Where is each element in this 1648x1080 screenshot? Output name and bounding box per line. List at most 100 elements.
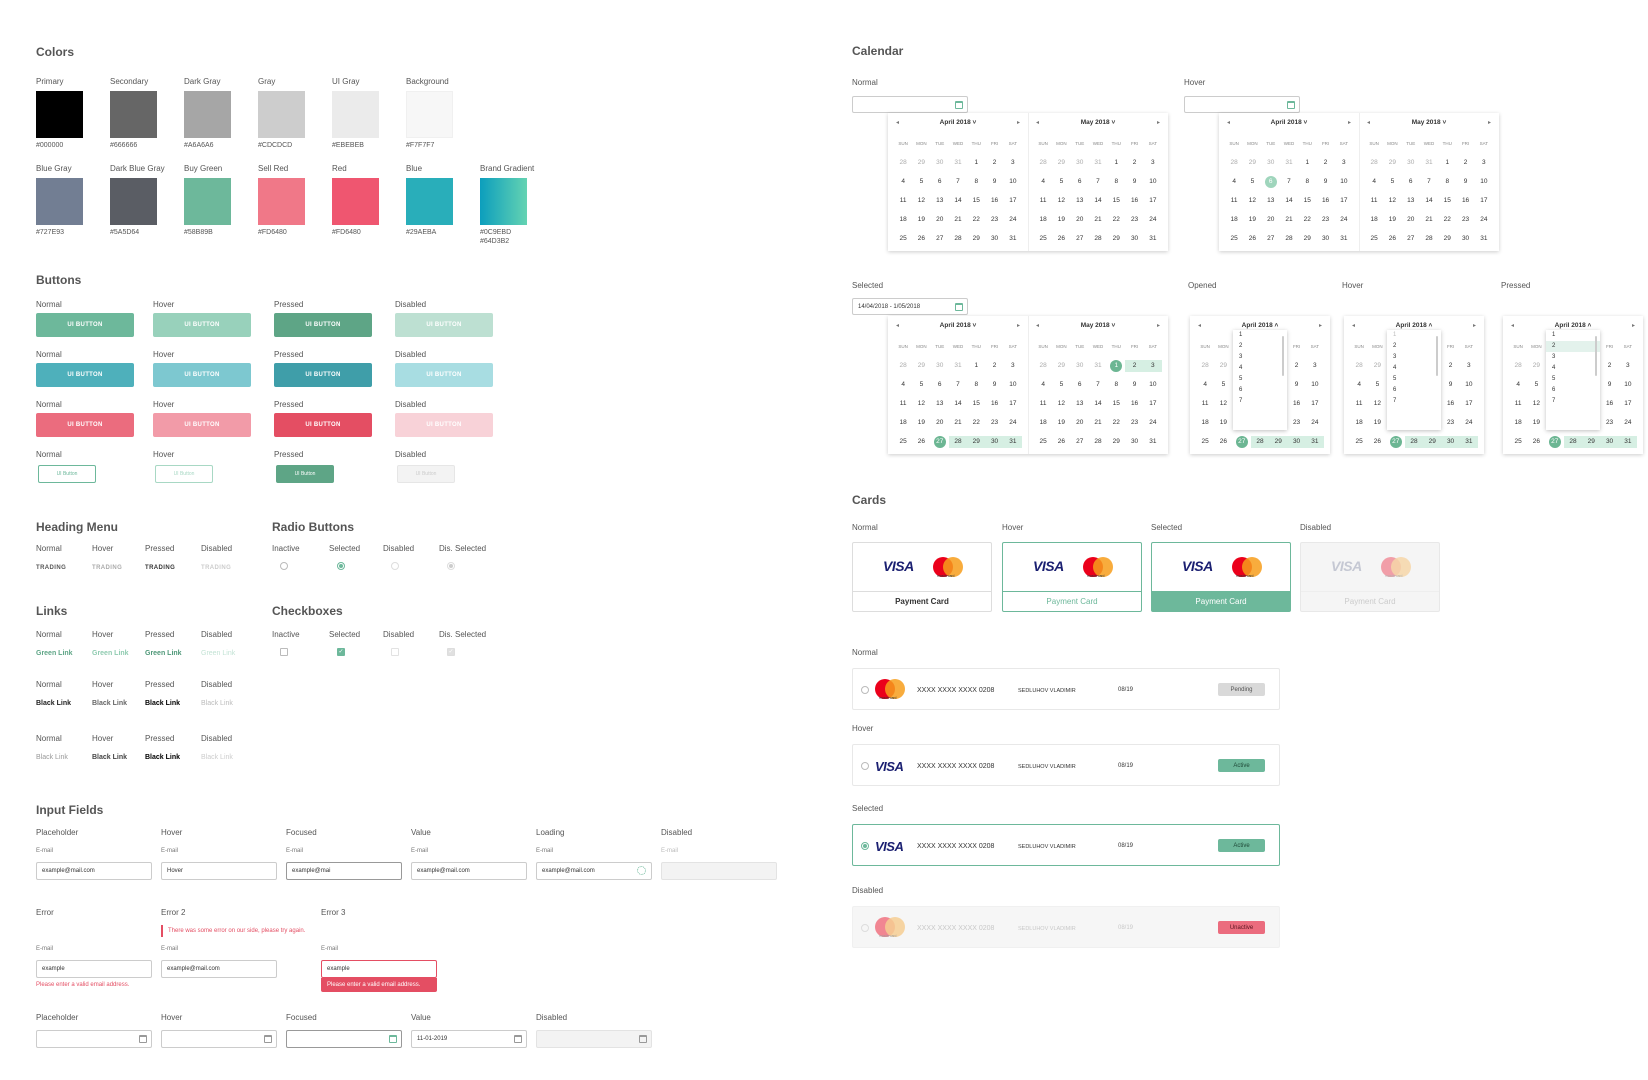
calendar-icon[interactable] bbox=[1287, 101, 1295, 109]
prev-month-icon[interactable]: ◂ bbox=[1036, 120, 1040, 126]
prev-month-icon[interactable]: ◂ bbox=[1352, 323, 1356, 329]
next-month-icon[interactable]: ▸ bbox=[1156, 120, 1160, 126]
day[interactable]: 31 bbox=[1618, 435, 1637, 448]
day[interactable]: 16 bbox=[990, 196, 999, 204]
day[interactable]: 20 bbox=[1267, 215, 1275, 223]
day[interactable]: 12 bbox=[1248, 196, 1257, 204]
day[interactable]: 6 bbox=[1264, 175, 1277, 188]
day[interactable]: 16 bbox=[1292, 399, 1301, 407]
day[interactable]: 23 bbox=[1292, 418, 1301, 426]
email-input-error[interactable]: example bbox=[36, 960, 152, 978]
day[interactable]: 28 bbox=[1514, 361, 1522, 369]
day[interactable]: 20 bbox=[1076, 418, 1084, 426]
day[interactable]: 31 bbox=[954, 361, 962, 369]
dropdown-option[interactable]: 1 bbox=[1239, 332, 1243, 338]
day[interactable]: 29 bbox=[1248, 158, 1257, 166]
day[interactable]: 9 bbox=[992, 380, 997, 388]
day[interactable]: 1 bbox=[1445, 158, 1450, 166]
day[interactable]: 24 bbox=[1149, 418, 1157, 426]
day[interactable]: 28 bbox=[1250, 435, 1270, 448]
day[interactable]: 3 bbox=[1313, 361, 1317, 369]
day[interactable]: 11 bbox=[899, 196, 907, 204]
day[interactable]: 16 bbox=[1130, 196, 1139, 204]
day[interactable]: 14 bbox=[954, 196, 962, 204]
day[interactable]: 23 bbox=[990, 418, 999, 426]
next-month-icon[interactable]: ▸ bbox=[1318, 323, 1322, 329]
day[interactable]: 7 bbox=[1096, 177, 1100, 185]
day[interactable]: 11 bbox=[1230, 196, 1238, 204]
ui-button-pressed[interactable]: UI BUTTON bbox=[274, 413, 372, 437]
day[interactable]: 11 bbox=[1039, 196, 1047, 204]
dropdown-option[interactable]: 1 bbox=[1393, 332, 1397, 338]
day[interactable]: 12 bbox=[1057, 196, 1066, 204]
day[interactable]: 31 bbox=[1305, 435, 1324, 448]
day[interactable]: 3 bbox=[1011, 158, 1015, 166]
day[interactable]: 11 bbox=[1201, 399, 1209, 407]
day[interactable]: 13 bbox=[1076, 399, 1084, 407]
day[interactable]: 30 bbox=[1130, 234, 1139, 242]
day[interactable]: 23 bbox=[1321, 215, 1330, 223]
card-radio[interactable] bbox=[861, 686, 869, 694]
ui-button-pressed[interactable]: UI BUTTON bbox=[274, 313, 372, 337]
email-input-hover[interactable]: Hover bbox=[161, 862, 277, 880]
day[interactable]: 25 bbox=[1514, 437, 1522, 445]
day[interactable]: 28 bbox=[1370, 158, 1378, 166]
day[interactable]: 24 bbox=[1009, 215, 1017, 223]
day[interactable]: 7 bbox=[956, 177, 960, 185]
day[interactable]: 3 bbox=[1151, 158, 1155, 166]
day[interactable]: 20 bbox=[1076, 215, 1084, 223]
day[interactable]: 7 bbox=[1287, 177, 1291, 185]
day[interactable]: 19 bbox=[1057, 418, 1066, 426]
day[interactable]: 13 bbox=[1076, 196, 1084, 204]
day[interactable]: 27 bbox=[936, 234, 944, 242]
ui-button-hover[interactable]: UI BUTTON bbox=[153, 313, 251, 337]
day[interactable]: 20 bbox=[936, 215, 944, 223]
day[interactable]: 9 bbox=[1463, 177, 1468, 185]
day[interactable]: 13 bbox=[936, 196, 944, 204]
day[interactable]: 28 bbox=[899, 361, 907, 369]
email-input-error-2[interactable]: example@mail.com bbox=[161, 960, 277, 978]
prev-month-icon[interactable]: ◂ bbox=[1511, 323, 1515, 329]
day[interactable]: 1 bbox=[1114, 158, 1119, 166]
day[interactable]: 31 bbox=[954, 158, 962, 166]
dropdown-option[interactable]: 7 bbox=[1393, 398, 1397, 404]
day[interactable]: 18 bbox=[899, 418, 907, 426]
day[interactable]: 6 bbox=[1408, 177, 1413, 185]
dropdown-option[interactable]: 6 bbox=[1239, 387, 1243, 393]
link-0-1[interactable]: Green Link bbox=[92, 650, 129, 657]
day[interactable]: 18 bbox=[1514, 418, 1522, 426]
day[interactable]: 1 bbox=[974, 361, 979, 369]
day[interactable]: 31 bbox=[1094, 361, 1102, 369]
day[interactable]: 27 bbox=[1267, 234, 1275, 242]
day[interactable]: 6 bbox=[1077, 380, 1082, 388]
day[interactable]: 3 bbox=[1626, 361, 1630, 369]
dropdown-scrollbar[interactable] bbox=[1282, 336, 1284, 376]
day[interactable]: 28 bbox=[954, 234, 962, 242]
day[interactable]: 10 bbox=[1465, 380, 1473, 388]
day[interactable]: 9 bbox=[1132, 177, 1137, 185]
day[interactable]: 5 bbox=[919, 177, 924, 185]
month-select[interactable]: May 2018 ˅ bbox=[1080, 119, 1116, 126]
day[interactable]: 19 bbox=[1532, 418, 1541, 426]
day[interactable]: 15 bbox=[1112, 399, 1120, 407]
day[interactable]: 21 bbox=[1285, 215, 1293, 223]
day[interactable]: 26 bbox=[1248, 234, 1257, 242]
day[interactable]: 26 bbox=[1532, 437, 1541, 445]
day[interactable]: 8 bbox=[974, 380, 979, 388]
day[interactable]: 29 bbox=[1057, 361, 1066, 369]
day[interactable]: 28 bbox=[948, 435, 968, 448]
day[interactable]: 2 bbox=[1463, 158, 1468, 166]
day[interactable]: 4 bbox=[1232, 177, 1236, 185]
day[interactable]: 17 bbox=[1465, 399, 1473, 407]
day[interactable]: 14 bbox=[1094, 399, 1102, 407]
link-1-1[interactable]: Black Link bbox=[92, 700, 128, 707]
next-month-icon[interactable]: ▸ bbox=[1016, 120, 1020, 126]
day[interactable]: 3 bbox=[1482, 158, 1486, 166]
day[interactable]: 28 bbox=[1039, 361, 1047, 369]
day[interactable]: 18 bbox=[1039, 418, 1047, 426]
day[interactable]: 21 bbox=[1094, 418, 1102, 426]
day[interactable]: 29 bbox=[1582, 435, 1601, 448]
day[interactable]: 25 bbox=[1355, 437, 1363, 445]
day[interactable]: 16 bbox=[1130, 399, 1139, 407]
day[interactable]: 31 bbox=[1003, 435, 1022, 448]
